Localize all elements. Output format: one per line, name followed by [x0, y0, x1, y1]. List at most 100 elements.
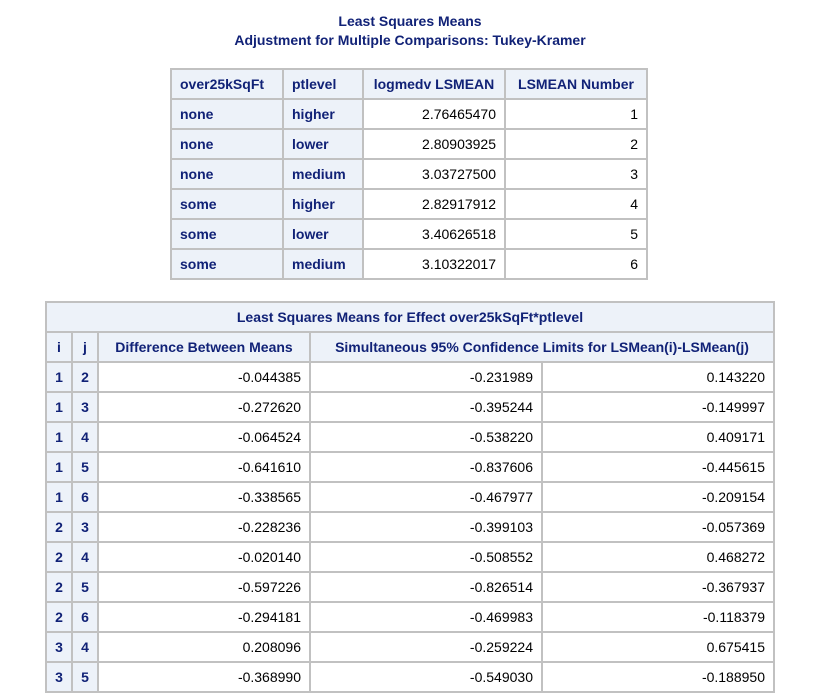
cell-upper-limit: -0.188950	[541, 662, 774, 692]
lsmeans-header-row: over25kSqFt ptlevel logmedv LSMEAN LSMEA…	[171, 69, 647, 99]
cell-lsmean-number: 2	[505, 129, 647, 159]
cell-lower-limit: -0.399103	[310, 512, 542, 542]
differences-row: 3 4 0.208096 -0.259224 0.675415	[46, 632, 774, 662]
cell-i: 1	[46, 392, 72, 422]
title-line-1: Least Squares Means	[338, 13, 482, 29]
cell-lsmean-number: 5	[505, 219, 647, 249]
cell-over25ksqft: some	[171, 189, 283, 219]
cell-j: 4	[72, 422, 98, 452]
cell-j: 2	[72, 362, 98, 392]
cell-upper-limit: 0.143220	[541, 362, 774, 392]
cell-lower-limit: -0.231989	[310, 362, 542, 392]
cell-i: 2	[46, 542, 72, 572]
cell-lsmean: 2.76465470	[363, 99, 505, 129]
cell-lower-limit: -0.467977	[310, 482, 542, 512]
differences-caption: Least Squares Means for Effect over25kSq…	[46, 302, 774, 332]
cell-lsmean-number: 3	[505, 159, 647, 189]
cell-difference: -0.272620	[98, 392, 310, 422]
cell-upper-limit: -0.445615	[541, 452, 774, 482]
cell-difference: -0.368990	[98, 662, 310, 692]
differences-row: 1 4 -0.064524 -0.538220 0.409171	[46, 422, 774, 452]
cell-ptlevel: higher	[283, 189, 363, 219]
cell-lsmean: 3.40626518	[363, 219, 505, 249]
lsmeans-row: none medium 3.03727500 3	[171, 159, 647, 189]
cell-lsmean-number: 1	[505, 99, 647, 129]
cell-lsmean: 3.10322017	[363, 249, 505, 279]
header-over25ksqft: over25kSqFt	[171, 69, 283, 99]
cell-i: 1	[46, 362, 72, 392]
cell-difference: -0.064524	[98, 422, 310, 452]
cell-difference: -0.338565	[98, 482, 310, 512]
cell-difference: -0.597226	[98, 572, 310, 602]
cell-j: 6	[72, 602, 98, 632]
differences-row: 2 5 -0.597226 -0.826514 -0.367937	[46, 572, 774, 602]
differences-row: 2 4 -0.020140 -0.508552 0.468272	[46, 542, 774, 572]
cell-over25ksqft: none	[171, 159, 283, 189]
cell-ptlevel: higher	[283, 99, 363, 129]
header-ptlevel: ptlevel	[283, 69, 363, 99]
cell-lower-limit: -0.549030	[310, 662, 542, 692]
differences-caption-row: Least Squares Means for Effect over25kSq…	[46, 302, 774, 332]
cell-j: 4	[72, 632, 98, 662]
lsmeans-row: some medium 3.10322017 6	[171, 249, 647, 279]
header-j: j	[72, 332, 98, 362]
cell-lower-limit: -0.508552	[310, 542, 542, 572]
differences-row: 2 6 -0.294181 -0.469983 -0.118379	[46, 602, 774, 632]
cell-j: 5	[72, 452, 98, 482]
cell-difference: -0.228236	[98, 512, 310, 542]
cell-over25ksqft: none	[171, 99, 283, 129]
differences-header-row: i j Difference Between Means Simultaneou…	[46, 332, 774, 362]
cell-over25ksqft: none	[171, 129, 283, 159]
cell-upper-limit: -0.057369	[541, 512, 774, 542]
differences-row: 3 5 -0.368990 -0.549030 -0.188950	[46, 662, 774, 692]
differences-row: 1 5 -0.641610 -0.837606 -0.445615	[46, 452, 774, 482]
cell-difference: -0.044385	[98, 362, 310, 392]
cell-i: 2	[46, 572, 72, 602]
cell-i: 1	[46, 452, 72, 482]
cell-i: 3	[46, 632, 72, 662]
cell-lower-limit: -0.538220	[310, 422, 542, 452]
cell-i: 2	[46, 602, 72, 632]
cell-i: 2	[46, 512, 72, 542]
cell-lower-limit: -0.826514	[310, 572, 542, 602]
cell-lsmean-number: 4	[505, 189, 647, 219]
cell-ptlevel: lower	[283, 129, 363, 159]
cell-j: 3	[72, 392, 98, 422]
cell-upper-limit: -0.367937	[541, 572, 774, 602]
differences-row: 1 6 -0.338565 -0.467977 -0.209154	[46, 482, 774, 512]
cell-ptlevel: medium	[283, 159, 363, 189]
cell-j: 5	[72, 572, 98, 602]
cell-j: 3	[72, 512, 98, 542]
lsmeans-row: none lower 2.80903925 2	[171, 129, 647, 159]
lsmeans-row: some higher 2.82917912 4	[171, 189, 647, 219]
cell-i: 3	[46, 662, 72, 692]
cell-ptlevel: medium	[283, 249, 363, 279]
header-lsmean-number: LSMEAN Number	[505, 69, 647, 99]
header-difference: Difference Between Means	[98, 332, 310, 362]
cell-upper-limit: 0.409171	[541, 422, 774, 452]
cell-lower-limit: -0.469983	[310, 602, 542, 632]
cell-lsmean-number: 6	[505, 249, 647, 279]
differences-row: 1 2 -0.044385 -0.231989 0.143220	[46, 362, 774, 392]
lsmeans-row: none higher 2.76465470 1	[171, 99, 647, 129]
differences-row: 1 3 -0.272620 -0.395244 -0.149997	[46, 392, 774, 422]
title-line-2: Adjustment for Multiple Comparisons: Tuk…	[234, 32, 586, 48]
cell-ptlevel: lower	[283, 219, 363, 249]
cell-lower-limit: -0.837606	[310, 452, 542, 482]
cell-lower-limit: -0.395244	[310, 392, 542, 422]
lsmeans-table: over25kSqFt ptlevel logmedv LSMEAN LSMEA…	[170, 68, 648, 280]
cell-lower-limit: -0.259224	[310, 632, 542, 662]
cell-difference: 0.208096	[98, 632, 310, 662]
cell-j: 4	[72, 542, 98, 572]
header-i: i	[46, 332, 72, 362]
cell-lsmean: 2.82917912	[363, 189, 505, 219]
differences-table: Least Squares Means for Effect over25kSq…	[45, 301, 775, 693]
cell-upper-limit: -0.149997	[541, 392, 774, 422]
lsmeans-row: some lower 3.40626518 5	[171, 219, 647, 249]
cell-difference: -0.641610	[98, 452, 310, 482]
output-titles: Least Squares Means Adjustment for Multi…	[0, 12, 820, 50]
header-lsmean: logmedv LSMEAN	[363, 69, 505, 99]
cell-upper-limit: -0.118379	[541, 602, 774, 632]
cell-difference: -0.294181	[98, 602, 310, 632]
cell-i: 1	[46, 422, 72, 452]
